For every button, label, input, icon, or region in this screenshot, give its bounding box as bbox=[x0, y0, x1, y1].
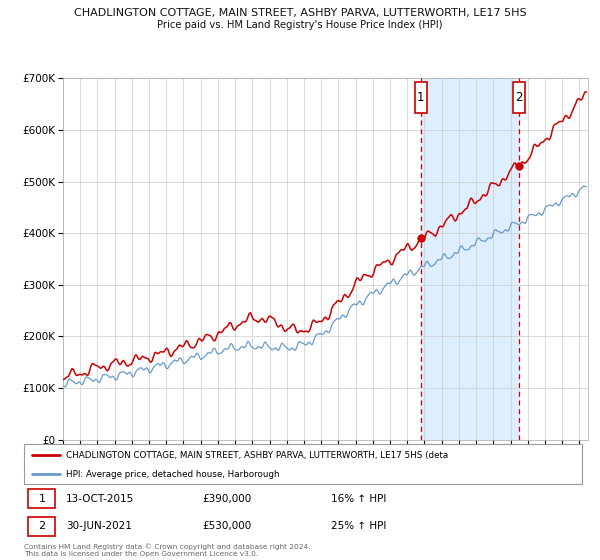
Bar bbox=[513, 82, 525, 113]
Text: £530,000: £530,000 bbox=[203, 521, 252, 531]
Bar bbox=[415, 82, 427, 113]
Text: Contains HM Land Registry data © Crown copyright and database right 2024.: Contains HM Land Registry data © Crown c… bbox=[24, 543, 311, 550]
Text: 1: 1 bbox=[417, 91, 425, 104]
Text: 30-JUN-2021: 30-JUN-2021 bbox=[66, 521, 132, 531]
Text: 13-OCT-2015: 13-OCT-2015 bbox=[66, 493, 134, 503]
Text: 1: 1 bbox=[38, 493, 46, 503]
Text: Price paid vs. HM Land Registry's House Price Index (HPI): Price paid vs. HM Land Registry's House … bbox=[157, 20, 443, 30]
Text: This data is licensed under the Open Government Licence v3.0.: This data is licensed under the Open Gov… bbox=[24, 551, 258, 557]
Bar bbox=[28, 516, 55, 536]
Text: 16% ↑ HPI: 16% ↑ HPI bbox=[331, 493, 386, 503]
Text: £390,000: £390,000 bbox=[203, 493, 252, 503]
Text: HPI: Average price, detached house, Harborough: HPI: Average price, detached house, Harb… bbox=[66, 470, 280, 479]
Text: 25% ↑ HPI: 25% ↑ HPI bbox=[331, 521, 386, 531]
Text: CHADLINGTON COTTAGE, MAIN STREET, ASHBY PARVA, LUTTERWORTH, LE17 5HS (deta: CHADLINGTON COTTAGE, MAIN STREET, ASHBY … bbox=[66, 451, 448, 460]
Text: CHADLINGTON COTTAGE, MAIN STREET, ASHBY PARVA, LUTTERWORTH, LE17 5HS: CHADLINGTON COTTAGE, MAIN STREET, ASHBY … bbox=[74, 8, 526, 18]
Bar bbox=[28, 489, 55, 508]
Text: 2: 2 bbox=[38, 521, 46, 531]
Text: 2: 2 bbox=[515, 91, 523, 104]
